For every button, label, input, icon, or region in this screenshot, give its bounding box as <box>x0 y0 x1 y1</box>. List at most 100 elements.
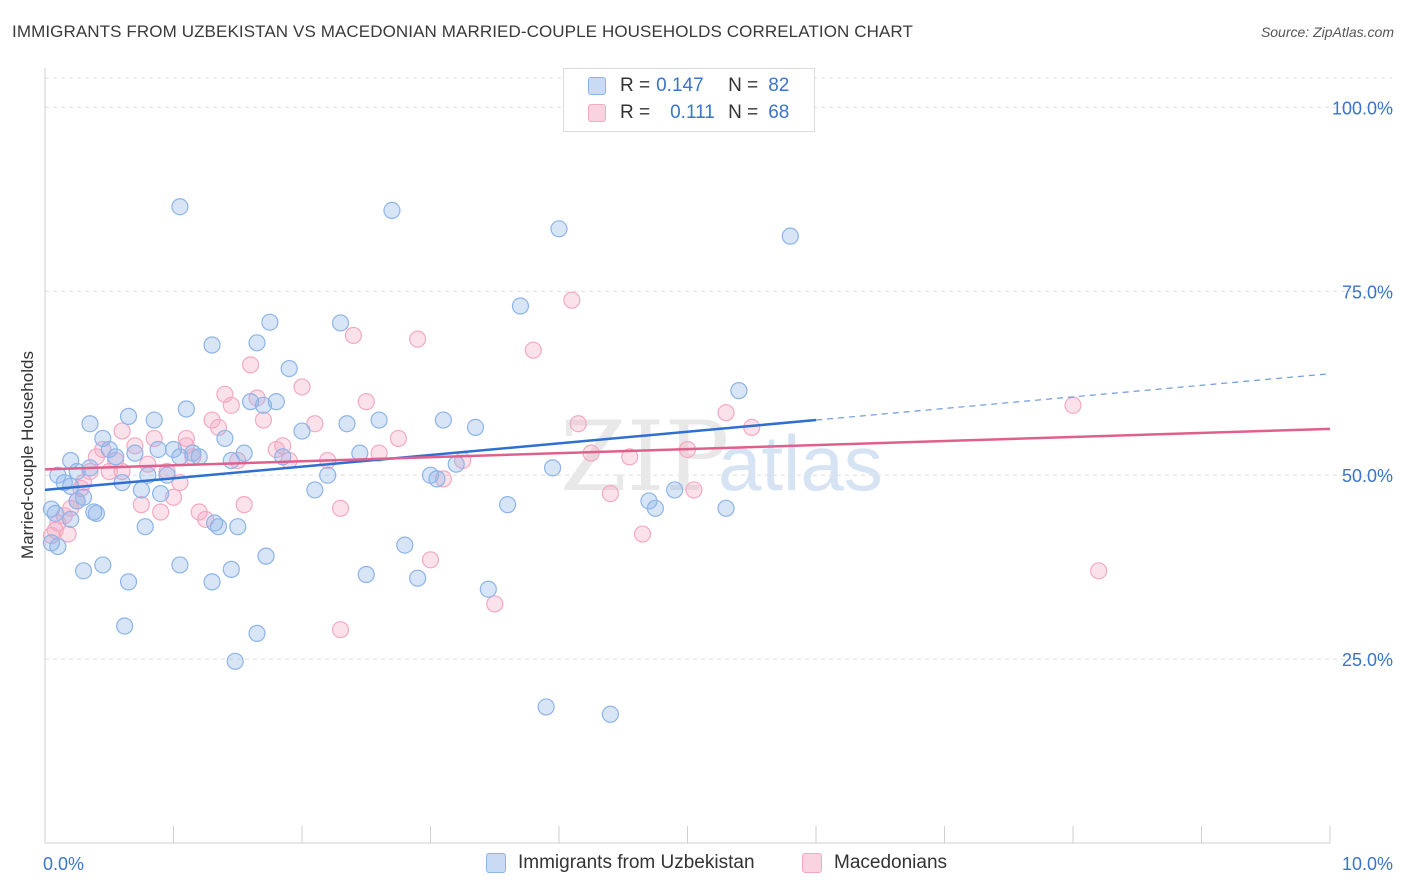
y-axis-label: Married-couple Households <box>18 351 37 559</box>
point-uzbekistan <box>81 415 99 433</box>
legend-r-value: 0.147 <box>656 75 704 96</box>
point-macedonians <box>164 488 183 506</box>
point-uzbekistan <box>293 422 311 440</box>
point-uzbekistan <box>447 455 465 473</box>
point-uzbekistan <box>149 440 167 459</box>
trend-lines <box>44 373 1331 492</box>
point-uzbekistan <box>730 382 748 400</box>
legend-row-uzbekistan: R = 0.147 N = 82 <box>588 74 789 98</box>
point-uzbekistan <box>46 504 64 523</box>
point-uzbekistan <box>280 359 298 378</box>
point-macedonians <box>601 485 620 503</box>
point-macedonians <box>717 404 735 422</box>
axes <box>44 68 1331 844</box>
point-macedonians <box>145 429 163 448</box>
legend-item-macedonians: Macedonians <box>802 852 947 874</box>
watermark-atlas: atlas <box>718 419 883 507</box>
point-uzbekistan <box>94 556 112 574</box>
point-uzbekistan <box>550 220 568 238</box>
legend-swatch-pink <box>802 853 822 873</box>
point-macedonians <box>1090 562 1108 580</box>
stats-legend: R = 0.147 N = 82 R = 0.111 N = 68 <box>563 68 815 132</box>
trend-uzbekistan <box>44 418 817 492</box>
point-uzbekistan <box>49 537 67 556</box>
legend-n-label: N = <box>728 75 759 96</box>
point-uzbekistan <box>267 393 285 411</box>
point-uzbekistan <box>116 617 134 635</box>
point-macedonians <box>331 499 350 517</box>
point-uzbekistan <box>158 466 176 484</box>
point-macedonians <box>222 396 240 414</box>
point-macedonians <box>633 525 652 543</box>
point-uzbekistan <box>257 547 275 565</box>
point-uzbekistan <box>226 652 244 670</box>
point-uzbekistan <box>145 411 163 429</box>
legend-swatch-blue <box>588 77 606 95</box>
point-macedonians <box>331 621 350 639</box>
point-macedonians <box>357 393 375 411</box>
chart-title: IMMIGRANTS FROM UZBEKISTAN VS MACEDONIAN… <box>12 22 913 41</box>
y-tick-label: 75.0% <box>1342 282 1393 302</box>
point-macedonians <box>177 429 195 448</box>
point-macedonians <box>569 415 587 433</box>
point-macedonians <box>59 525 77 543</box>
point-uzbekistan <box>107 448 125 466</box>
point-uzbekistan <box>87 504 106 523</box>
point-uzbekistan <box>119 407 138 425</box>
point-macedonians <box>235 496 253 514</box>
point-uzbekistan <box>428 470 446 488</box>
point-macedonians <box>563 291 581 309</box>
point-macedonians <box>685 481 703 499</box>
point-uzbekistan <box>338 415 356 433</box>
point-macedonians <box>389 429 407 448</box>
point-uzbekistan <box>248 624 266 642</box>
point-uzbekistan <box>396 536 414 554</box>
point-uzbekistan <box>383 201 401 220</box>
point-macedonians <box>197 510 215 528</box>
point-uzbekistan <box>229 518 247 536</box>
point-uzbekistan <box>306 481 324 499</box>
point-uzbekistan <box>242 393 260 411</box>
point-uzbekistan <box>781 227 799 245</box>
point-macedonians <box>409 330 427 348</box>
point-uzbekistan <box>479 580 497 598</box>
point-uzbekistan <box>666 481 684 499</box>
source-credit: Source: ZipAtlas.com <box>1260 24 1394 40</box>
point-macedonians <box>306 415 324 433</box>
point-macedonians <box>132 496 150 514</box>
point-macedonians <box>113 422 131 440</box>
point-uzbekistan <box>203 336 221 354</box>
legend-n-label: N = <box>728 102 759 123</box>
legend-swatch-pink <box>588 104 606 122</box>
point-macedonians <box>254 411 273 429</box>
point-uzbekistan <box>319 466 337 484</box>
x-tick-label-max: 10.0% <box>1342 854 1393 874</box>
point-uzbekistan <box>171 556 189 574</box>
point-uzbekistan <box>357 565 375 584</box>
point-macedonians <box>344 326 362 345</box>
point-uzbekistan <box>171 198 189 216</box>
point-uzbekistan <box>601 705 620 723</box>
legend-label-uzbekistan: Immigrants from Uzbekistan <box>518 852 755 873</box>
x-tick-label-min: 0.0% <box>43 854 84 874</box>
point-macedonians <box>621 448 639 466</box>
trend-macedonians <box>44 427 1331 471</box>
point-uzbekistan <box>132 481 150 499</box>
point-macedonians <box>524 341 542 359</box>
legend-n-value: 82 <box>768 75 790 96</box>
legend-r-value: 0.111 <box>670 102 715 123</box>
y-tick-label: 100.0% <box>1332 98 1393 118</box>
point-uzbekistan <box>62 510 80 528</box>
point-macedonians <box>1064 396 1082 414</box>
series-uzbekistan-points <box>42 198 799 723</box>
point-uzbekistan <box>119 573 138 591</box>
y-tick-label: 25.0% <box>1342 650 1393 670</box>
point-uzbekistan <box>209 518 228 536</box>
legend-swatch-blue <box>486 853 506 873</box>
point-macedonians <box>434 470 452 488</box>
point-uzbekistan <box>717 499 735 517</box>
point-macedonians <box>421 551 440 569</box>
point-uzbekistan <box>74 562 93 580</box>
trend-uzbekistan-extension <box>815 373 1331 421</box>
